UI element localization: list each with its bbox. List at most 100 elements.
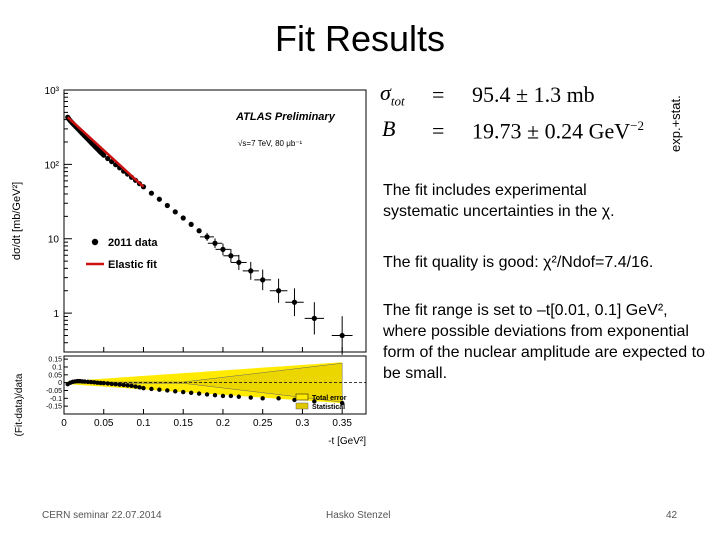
exp-stat-label: exp.+stat. <box>668 95 683 152</box>
data-point <box>188 221 194 227</box>
residual-point <box>339 400 345 406</box>
data-point <box>172 209 178 215</box>
residual-point <box>228 393 234 399</box>
residual-point <box>137 385 142 390</box>
residual-point <box>85 379 91 385</box>
residual-y-tick-label: 0.15 <box>48 357 62 364</box>
x-axis-label: -t [GeV²] <box>328 436 366 447</box>
legend-total-error-label: Total error <box>312 395 347 402</box>
residual-point <box>82 379 87 384</box>
residual-point <box>113 382 118 387</box>
residual-point <box>196 391 202 396</box>
y-axis-label: dσ/dt [mb/GeV²] <box>11 182 23 260</box>
footer-page-number: 42 <box>666 510 678 521</box>
residual-point <box>292 397 297 403</box>
residual-y-tick-label: -0.15 <box>46 404 62 411</box>
residual-point <box>105 381 110 386</box>
footer-author: Hasko Stenzel <box>326 510 391 521</box>
data-point <box>291 299 298 305</box>
residual-point <box>88 379 94 385</box>
residual-point <box>188 390 194 396</box>
bullet-fit-range: The fit range is set to –t[0.01, 0.1] Ge… <box>383 302 705 382</box>
legend-total-error-swatch <box>295 393 309 401</box>
atlas-label: ATLAS Preliminary <box>235 111 336 123</box>
residual-y-tick-label: -0.1 <box>50 396 62 403</box>
data-point <box>248 268 254 274</box>
b-equals: = <box>432 118 445 143</box>
y-tick-label: 10 <box>48 235 60 246</box>
residual-point <box>141 385 146 391</box>
residual-point <box>129 383 134 388</box>
energy-lumi-label: √s=7 TeV, 80 μb⁻¹ <box>238 139 302 148</box>
x-tick-label: 0 <box>61 418 67 429</box>
x-tick-label: 0.25 <box>253 418 273 429</box>
data-point <box>212 240 218 246</box>
x-tick-label: 0.35 <box>332 418 352 429</box>
residual-point <box>236 394 242 399</box>
data-point <box>101 152 107 158</box>
data-point <box>196 228 202 234</box>
x-tick-label: 0.15 <box>173 418 193 429</box>
residual-y-tick-label: 0 <box>58 380 62 387</box>
residual-point <box>149 386 154 392</box>
data-point <box>164 202 170 209</box>
y-tick-label: 1 <box>53 309 59 320</box>
residual-y-tick-label: 0.05 <box>48 372 62 379</box>
residual-point <box>92 380 97 385</box>
data-point <box>311 315 317 321</box>
footer-event: CERN seminar 22.07.2014 <box>42 510 162 521</box>
data-point <box>260 277 266 283</box>
sigma-symbol: σtot <box>380 80 405 109</box>
data-point <box>220 246 226 252</box>
data-point <box>148 190 155 196</box>
legend-statistical-swatch <box>295 402 309 410</box>
sigma-tot-value: 95.4 ± 1.3 mb <box>472 82 595 107</box>
data-point <box>105 155 111 162</box>
legend-fit-label: Elastic fit <box>108 259 157 271</box>
residual-point <box>95 380 100 385</box>
residual-point <box>109 381 114 387</box>
legend-data-label: 2011 data <box>108 237 158 249</box>
data-point <box>156 196 162 202</box>
residual-point <box>220 393 226 399</box>
residual-point <box>173 389 178 394</box>
residual-y-axis-label: (Fit-data)/data <box>14 373 25 436</box>
residual-point <box>157 387 162 392</box>
legend-data-marker <box>91 238 99 246</box>
bullet-systematics: The fit includes experimental systematic… <box>383 182 615 220</box>
y-tick-label: 10³ <box>45 86 60 97</box>
residual-point <box>121 382 126 388</box>
residual-point <box>165 388 170 393</box>
b-symbol: B <box>382 116 396 141</box>
data-point <box>275 288 282 294</box>
data-point <box>180 215 186 221</box>
x-tick-label: 0.2 <box>216 418 230 429</box>
residual-point <box>133 384 138 389</box>
y-tick-label: 10² <box>45 160 60 171</box>
residual-point <box>117 382 122 387</box>
data-point <box>204 234 210 240</box>
bullet-fit-quality: The fit quality is good: χ²/Ndof=7.4/16. <box>383 254 654 271</box>
residual-point <box>204 392 210 397</box>
data-point <box>236 259 242 266</box>
residual-point <box>312 399 317 404</box>
residual-y-tick-label: 0.1 <box>52 364 62 371</box>
sigma-equals: = <box>432 82 445 107</box>
residual-point <box>98 380 103 386</box>
residual-point <box>260 396 265 401</box>
x-tick-label: 0.1 <box>137 418 151 429</box>
b-value: 19.73 ± 0.24 GeV−2 <box>472 118 644 144</box>
residual-y-tick-label: -0.05 <box>46 388 62 395</box>
residual-point <box>212 392 218 398</box>
residual-point <box>181 389 186 395</box>
legend-statistical-label: Statistical <box>312 404 345 411</box>
residual-point <box>248 395 253 400</box>
residual-point <box>276 396 281 401</box>
residual-point <box>101 380 106 386</box>
main-plot-frame <box>63 89 367 353</box>
data-point <box>339 332 345 339</box>
residual-point <box>125 383 130 388</box>
x-tick-label: 0.05 <box>94 418 114 429</box>
data-point <box>228 253 234 259</box>
dsigma-dt-chart: 10³ 10² 10 1 dσ/dt [mb/GeV²] ATLAS Preliminar… <box>11 86 367 447</box>
